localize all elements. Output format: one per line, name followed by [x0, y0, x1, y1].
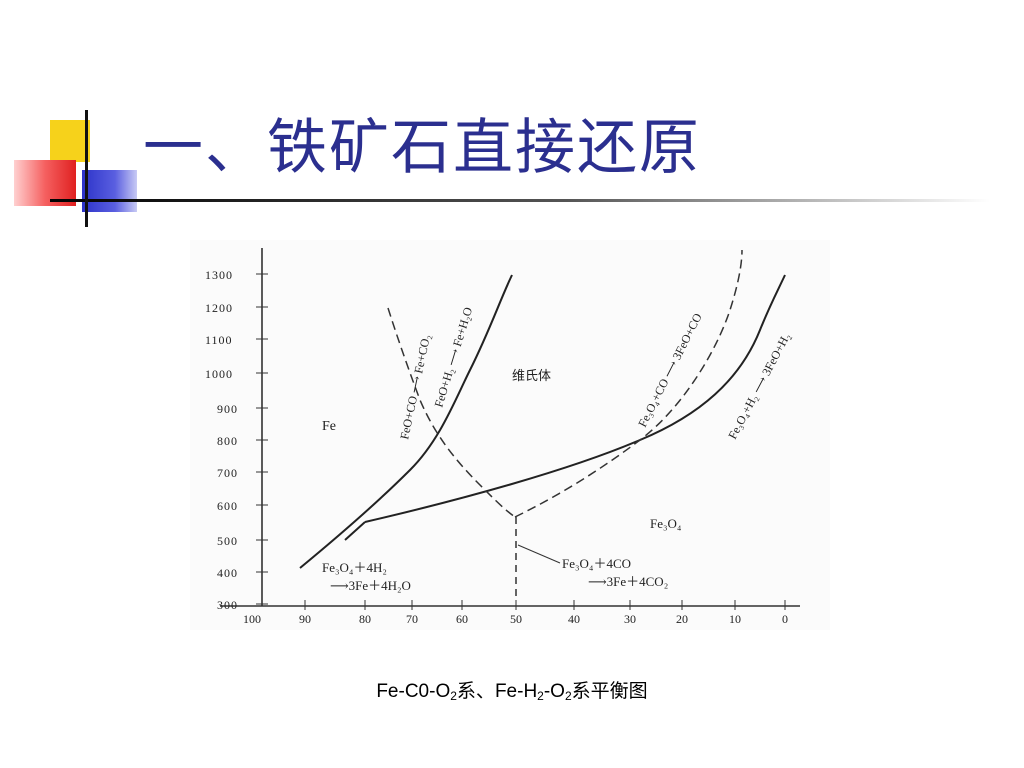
caption-part: 系平衡图	[571, 680, 648, 702]
x-tick-label: 70	[406, 612, 418, 626]
x-tick-label: 0	[782, 612, 788, 626]
caption-part: -O	[543, 681, 565, 702]
caption-part: Fe-H	[494, 681, 538, 702]
reaction-co-line1: Fe₃O₄＋4CO	[562, 556, 631, 571]
y-tick-label: 400	[217, 566, 238, 580]
title-underline	[50, 199, 990, 202]
x-tick-label: 20	[676, 612, 688, 626]
feo-co-curve	[387, 307, 516, 518]
vertical-rule	[85, 110, 88, 227]
x-tick-label: 50	[510, 612, 522, 626]
caption-sub: 2	[450, 689, 457, 703]
x-tick-label: 30	[624, 612, 636, 626]
region-fe: Fe	[322, 419, 336, 434]
y-tick-label: 500	[217, 534, 238, 548]
blue-square	[82, 170, 137, 212]
region-magnetite: Fe₃O₄	[650, 516, 682, 531]
fe3o4-co-curve	[514, 249, 743, 518]
caption-part: 系、	[456, 680, 495, 702]
leader-co	[517, 544, 561, 564]
x-tick-label: 40	[568, 612, 580, 626]
y-tick-label: 800	[217, 434, 238, 448]
y-tick-label: 600	[217, 499, 238, 513]
fe3o4-fe-h2-boundary	[344, 521, 366, 541]
slide-title: 一、铁矿石直接还原	[143, 113, 701, 183]
equilibrium-diagram: 1300 1200 1100 1000 900 800 700 600 500 …	[190, 240, 830, 630]
fe3o4-feo-boundary	[364, 274, 786, 523]
caption-part: Fe-C0-O	[376, 681, 451, 702]
yellow-square	[50, 120, 90, 162]
y-tick-label: 900	[217, 402, 238, 416]
y-tick-label: 1300	[205, 268, 233, 282]
feo-h2-curve	[299, 274, 513, 569]
y-tick-label: 300	[217, 598, 238, 612]
title-decoration	[14, 110, 990, 227]
y-tick-label: 1200	[205, 301, 233, 315]
y-tick-label: 1000	[205, 367, 233, 381]
y-tick-label: 700	[217, 466, 238, 480]
y-ticks: 1300 1200 1100 1000 900 800 700 600 500 …	[205, 268, 268, 612]
x-tick-label: 10	[729, 612, 741, 626]
caption-sub: 2	[537, 689, 544, 703]
reaction-h2-line2: ⟶3Fe＋4H₂O	[330, 578, 411, 593]
x-tick-label: 60	[456, 612, 468, 626]
red-square	[14, 160, 76, 206]
caption-sub: 2	[564, 689, 572, 703]
region-wustite: 维氏体	[512, 368, 551, 383]
y-tick-label: 1100	[205, 333, 233, 347]
x-tick-label: 100	[243, 612, 261, 626]
x-tick-label: 80	[359, 612, 371, 626]
reaction-co-line2: ⟶3Fe＋4CO₂	[588, 574, 668, 589]
x-tick-label: 90	[299, 612, 311, 626]
x-ticks: 100 90 80 70 60 50 40 30 20 10 0	[243, 600, 788, 626]
figure-caption: Fe-C0-O2系、Fe-H2-O2系平衡图	[0, 676, 1024, 703]
reaction-h2-line1: Fe₃O₄＋4H₂	[322, 560, 387, 575]
